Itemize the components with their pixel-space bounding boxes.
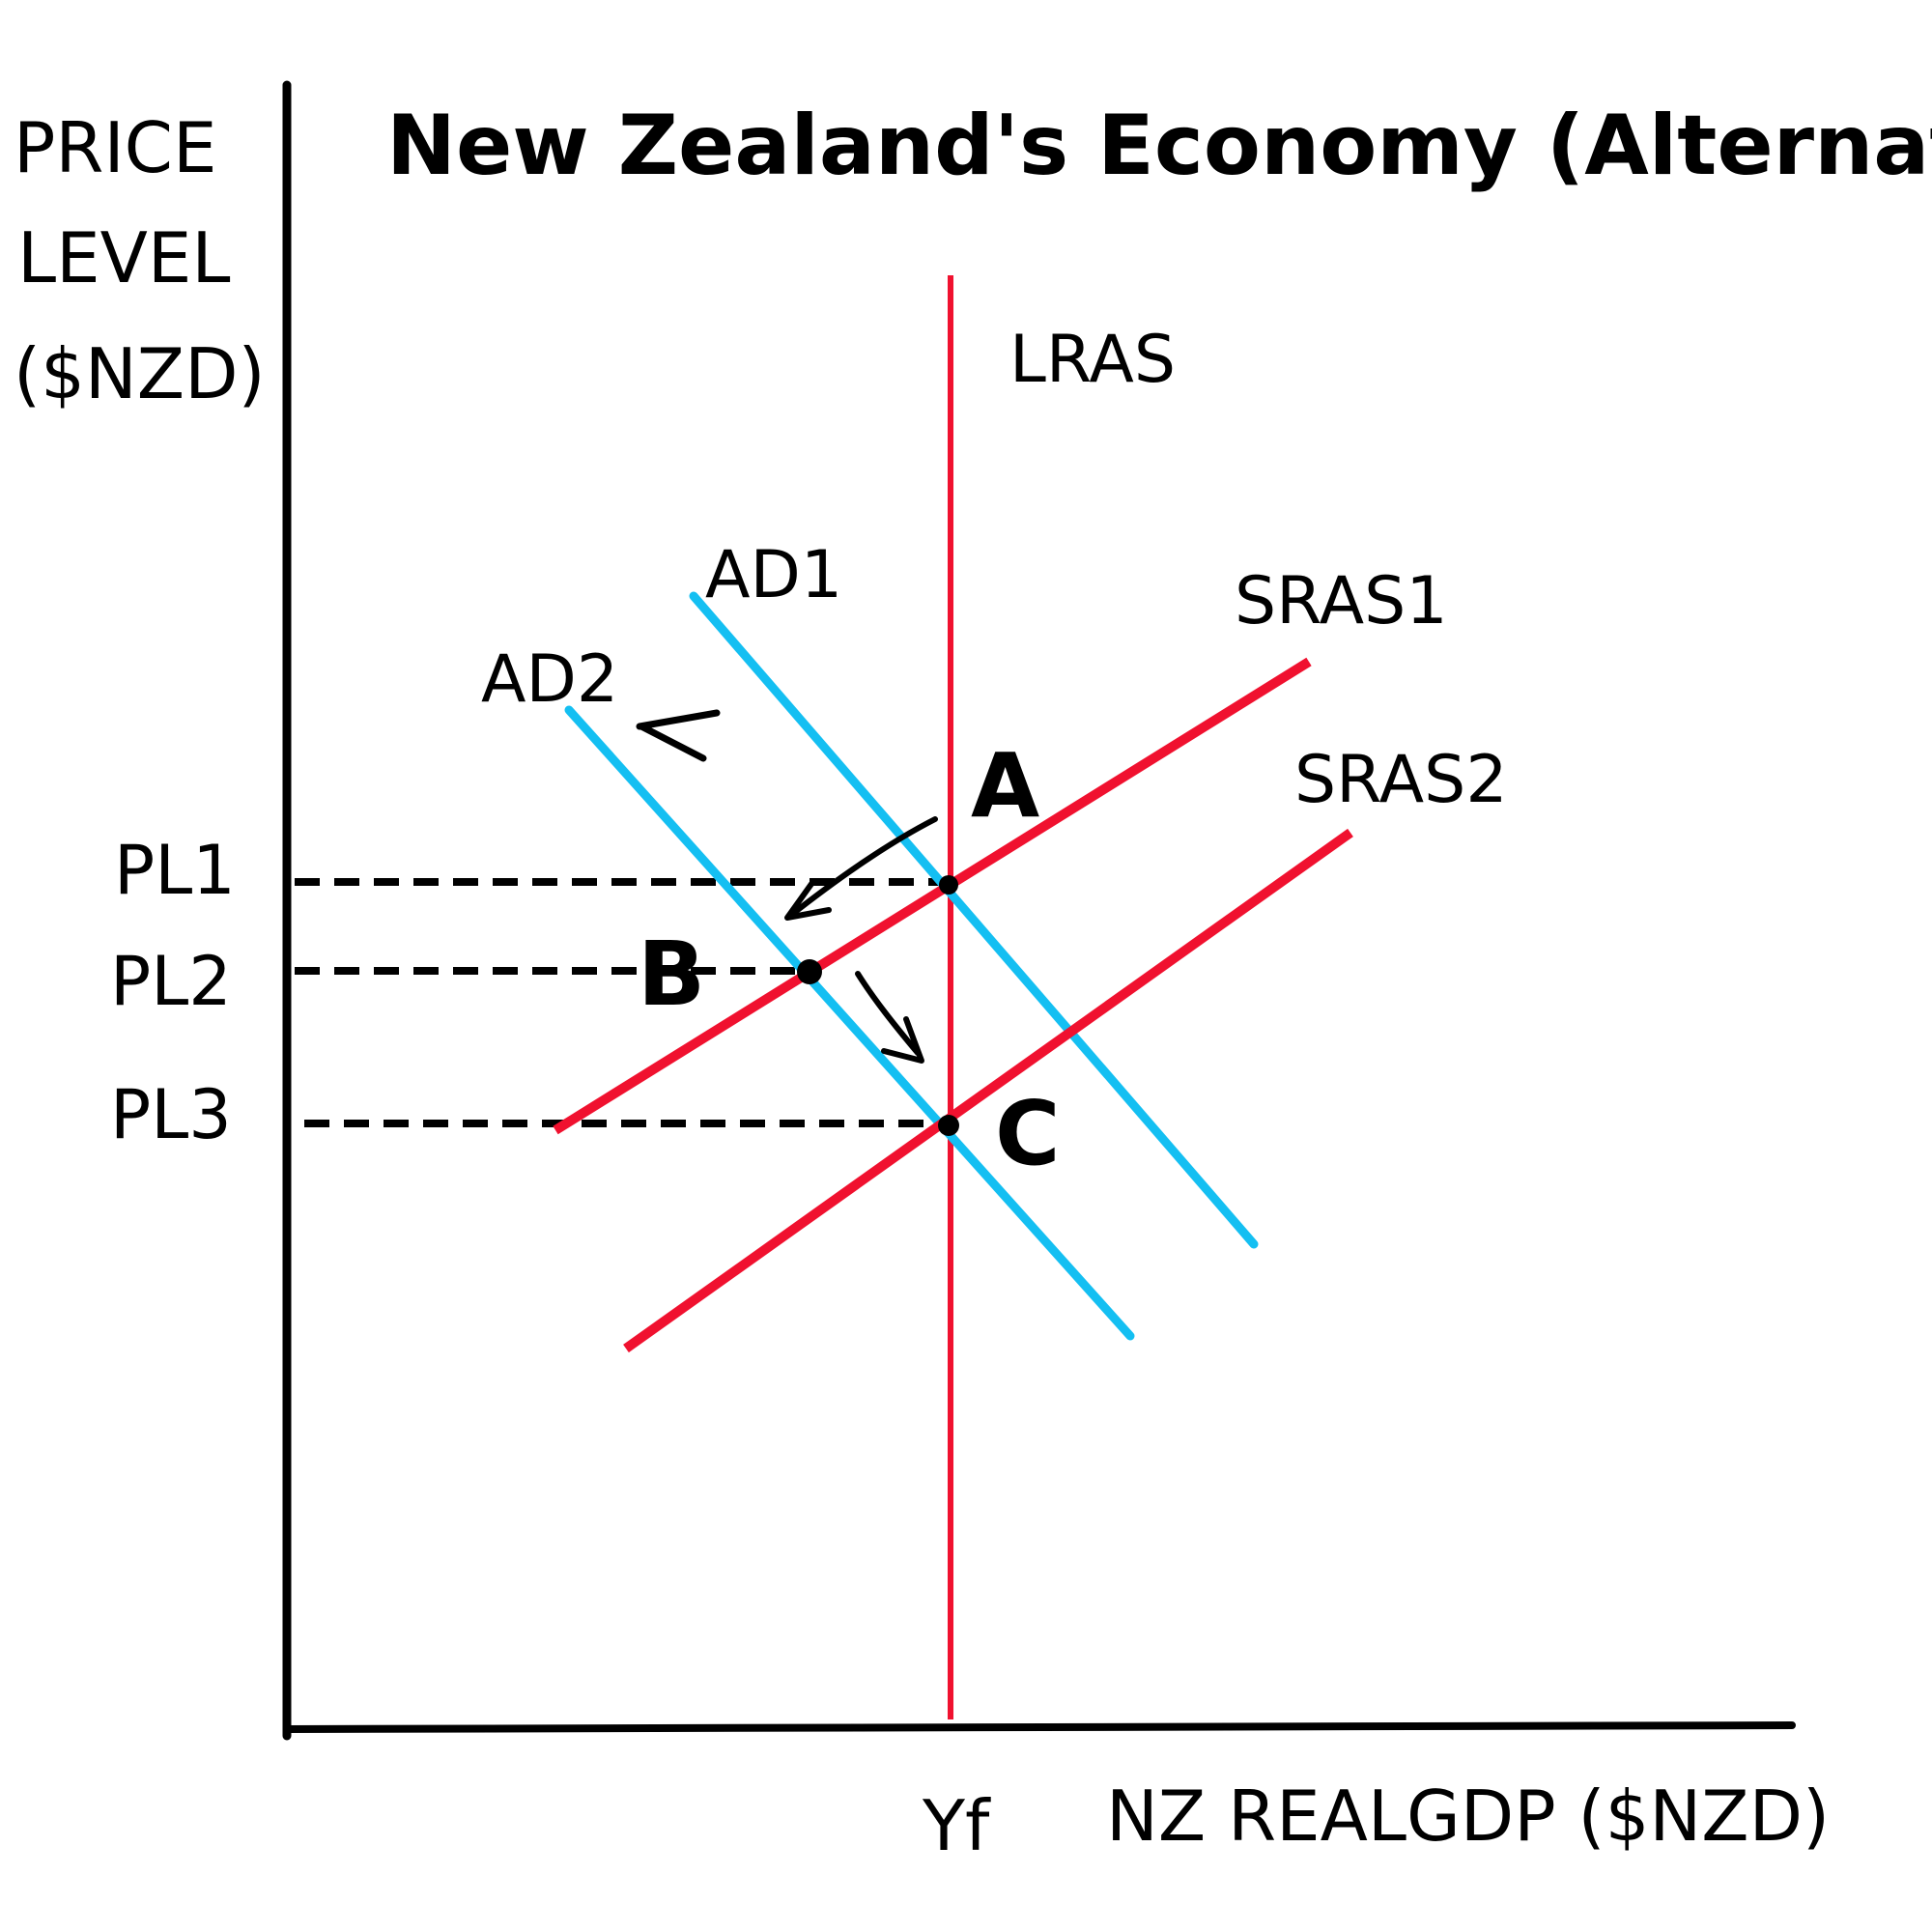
point-b-dot [797,959,822,984]
ad1-label: AD1 [705,537,842,613]
point-b-label: B [638,923,705,1026]
point-c-dot [938,1115,959,1136]
diagram-title: New Zealand's Economy (Alternative) [386,98,1932,194]
ad-shift-arrow-icon [636,709,721,762]
yf-marker-label: Yf [922,1785,991,1866]
pl3-label: PL3 [110,1075,232,1154]
lras-label: LRAS [1009,322,1176,398]
point-a-label: A [971,734,1039,838]
x-axis [283,1721,1796,1733]
y-axis-label-line-2: LEVEL [17,217,230,298]
ad2-label: AD2 [481,641,618,718]
b-to-c-arrow-icon [855,971,924,1064]
sras2-curve [623,828,1353,1353]
point-c-label: C [995,1082,1061,1185]
pl2-label: PL2 [110,942,232,1021]
sras1-curve [553,657,1312,1135]
ad2-curve [564,705,1135,1341]
y-axis-label-line-1: PRICE [14,107,216,188]
point-a-dot [939,875,958,895]
a-to-b-arrow-icon [784,816,938,921]
y-axis-label-line-3: ($NZD) [14,333,266,414]
sras1-label: SRAS1 [1235,563,1448,639]
sras2-label: SRAS2 [1294,742,1508,818]
ad1-curve [689,591,1259,1249]
x-axis-label: NZ REALGDP ($NZD) [1106,1776,1830,1857]
pl1-label: PL1 [114,831,236,910]
